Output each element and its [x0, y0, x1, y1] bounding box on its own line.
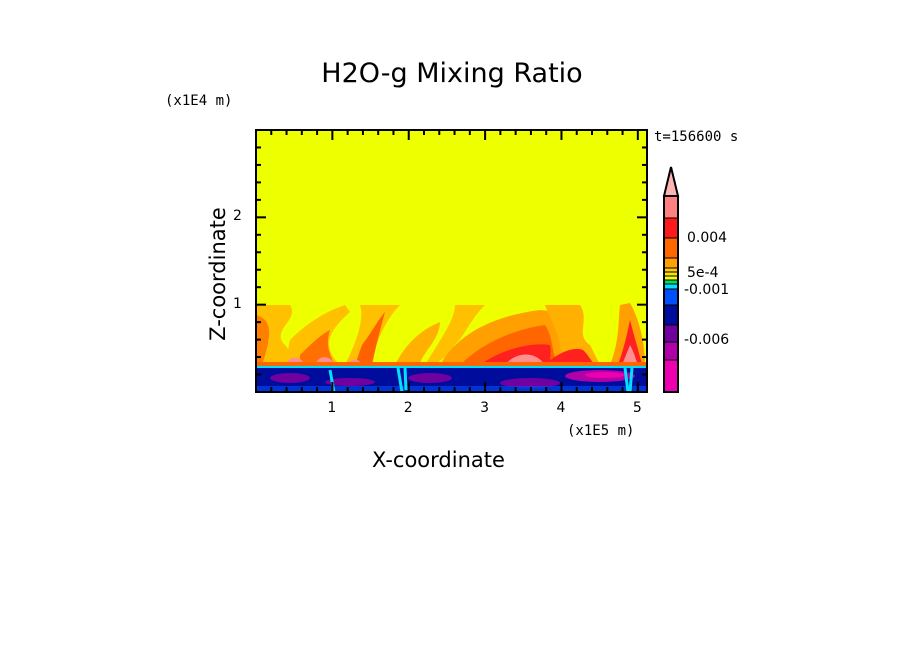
colorbar-swatch: [663, 267, 679, 273]
x-axis-label: X-coordinate: [372, 448, 505, 472]
time-label: t=156600 s: [654, 129, 739, 145]
x-tick-label: 3: [480, 400, 490, 416]
colorbar-swatch: [663, 237, 679, 259]
x-tick-label: 2: [403, 400, 413, 416]
x-tick-label: 4: [556, 400, 566, 416]
colorbar-swatch: [663, 341, 679, 361]
chart-title: H2O-g Mixing Ratio: [321, 58, 583, 89]
colorbar-swatch: [663, 275, 679, 281]
colorbar-swatch: [663, 324, 679, 343]
colorbar-swatch: [663, 283, 679, 290]
plot-frame: [255, 129, 648, 393]
interface-band: [256, 366, 647, 368]
plume-base: [256, 362, 647, 367]
x-tick-label: 1: [327, 400, 337, 416]
colorbar-frame: [663, 195, 679, 393]
colorbar: [662, 166, 680, 393]
colorbar-label: -0.006: [684, 332, 730, 348]
axis-ticks: [256, 130, 647, 392]
y-tick-label: 1: [233, 295, 242, 312]
colorbar-label: 0.004: [687, 230, 728, 246]
colorbar-label: 5e-4: [687, 265, 719, 281]
boundary-layer-contours: [256, 367, 647, 392]
colorbar-extend-arrow: [662, 166, 680, 197]
colorbar-swatch: [663, 359, 679, 393]
z-unit-label: (x1E4 m): [165, 93, 233, 109]
colorbar-swatch: [663, 288, 679, 306]
colorbar-swatch: [663, 279, 679, 285]
colorbar-label: -0.001: [684, 282, 730, 298]
colorbar-swatch: [663, 195, 679, 219]
y-tick-label: 2: [233, 208, 242, 225]
colorbar-swatch: [663, 217, 679, 239]
x-tick-label: 5: [632, 400, 642, 416]
colorbar-swatch: [663, 257, 679, 269]
colorbar-swatch: [663, 304, 679, 326]
plume-contours: [256, 303, 645, 365]
contour-field: [256, 130, 647, 392]
x-unit-label: (x1E5 m): [567, 423, 635, 439]
colorbar-swatch: [663, 271, 679, 277]
